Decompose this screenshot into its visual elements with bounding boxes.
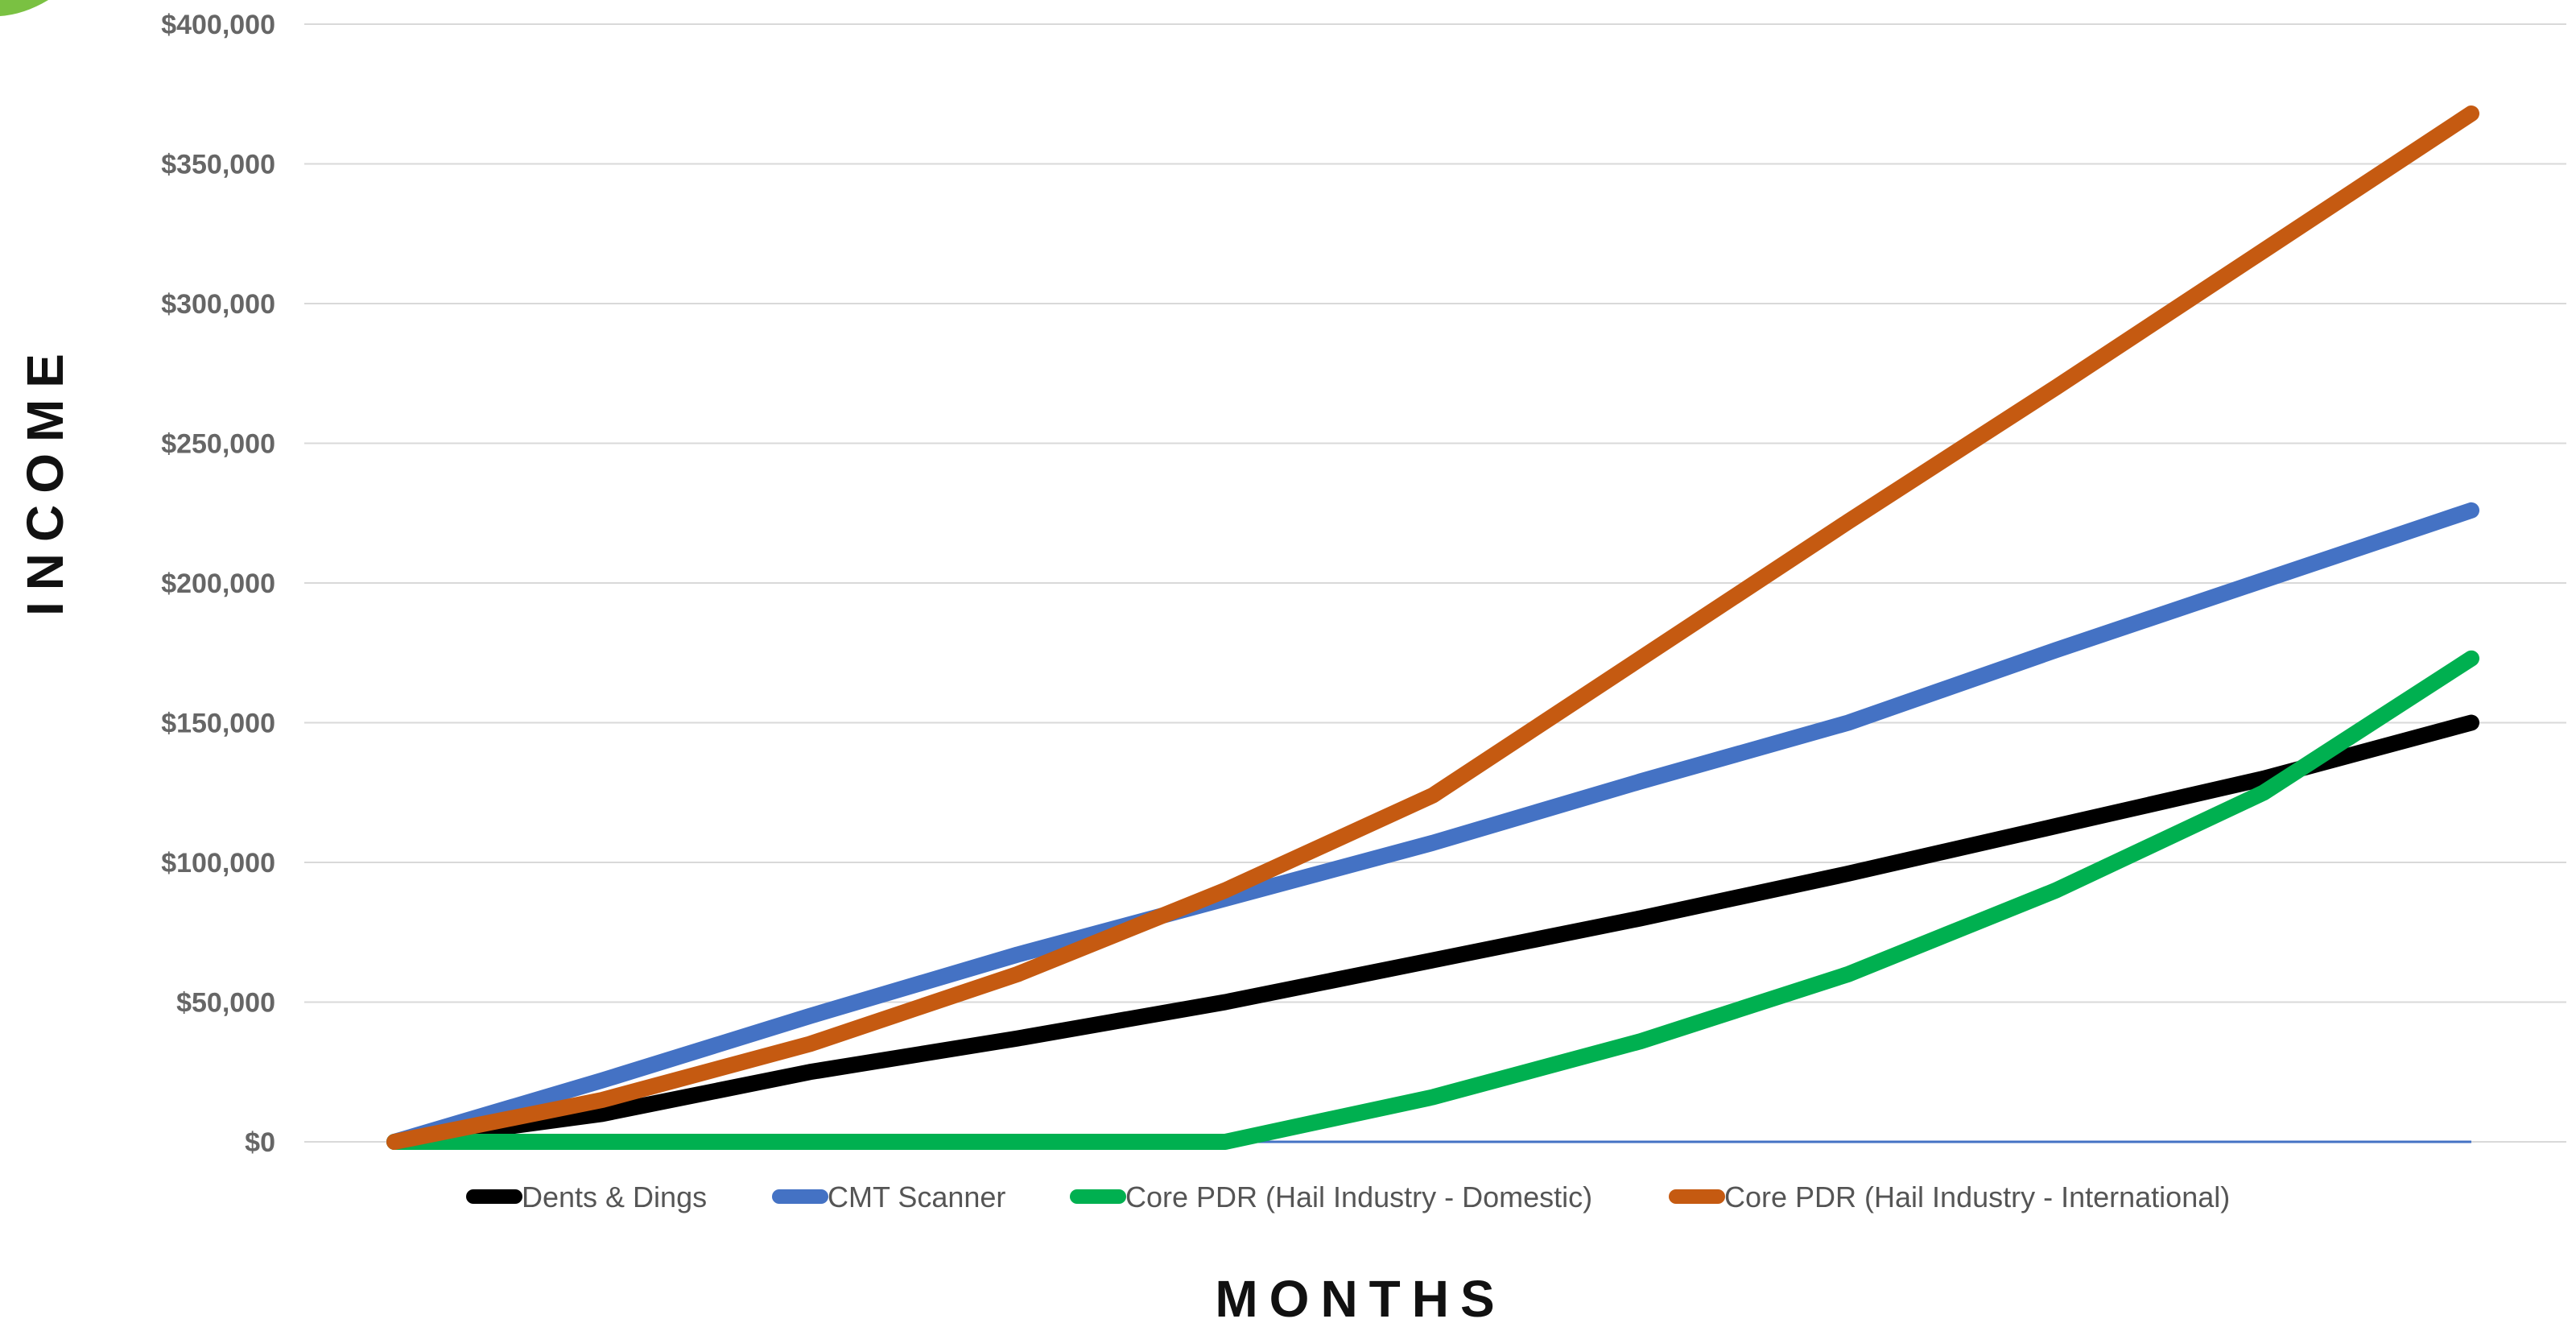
y-tick-label: $250,000 (161, 429, 275, 460)
legend-label: Core PDR (Hail Industry - Domestic) (1125, 1180, 1592, 1213)
x-axis-title: MONTHS (1215, 1270, 1505, 1323)
y-tick-label: $0 (245, 1127, 275, 1158)
y-tick-label: $150,000 (161, 709, 275, 739)
gridlines (304, 23, 2566, 1003)
legend-item: CMT Scanner (772, 1180, 1005, 1213)
legend-label: Dents & Dings (522, 1180, 707, 1213)
series-line-core-pdr-hail-industry-domestic (386, 650, 2479, 1150)
series-line-cmt-scanner (386, 502, 2479, 1150)
series-line-dents-dings (386, 714, 2479, 1150)
legend: Dents & Dings CMT Scanner Core PDR (Hail I… (466, 1180, 2230, 1213)
legend-label: Core PDR (Hail Industry - International) (1724, 1180, 2230, 1213)
series-line-core-pdr-hail-industry-international (386, 105, 2479, 1150)
y-tick-label: $300,000 (161, 289, 275, 320)
y-axis-title: INCOME (16, 342, 74, 616)
y-axis-ticks: $0 $50,000 $100,000 $150,000 $200,000 $250,00… (161, 10, 275, 1158)
legend-label: CMT Scanner (828, 1180, 1005, 1213)
series-lines (386, 105, 2479, 1150)
legend-item: Core PDR (Hail Industry - Domestic) (1070, 1180, 1592, 1213)
y-tick-label: $50,000 (176, 988, 275, 1019)
y-tick-label: $100,000 (161, 848, 275, 879)
y-tick-label: $200,000 (161, 568, 275, 599)
y-tick-label: $350,000 (161, 150, 275, 180)
legend-item: Dents & Dings (466, 1180, 707, 1213)
y-tick-label: $400,000 (161, 10, 275, 40)
legend-item: Core PDR (Hail Industry - International) (1669, 1180, 2230, 1213)
corner-decoration (0, 0, 48, 16)
